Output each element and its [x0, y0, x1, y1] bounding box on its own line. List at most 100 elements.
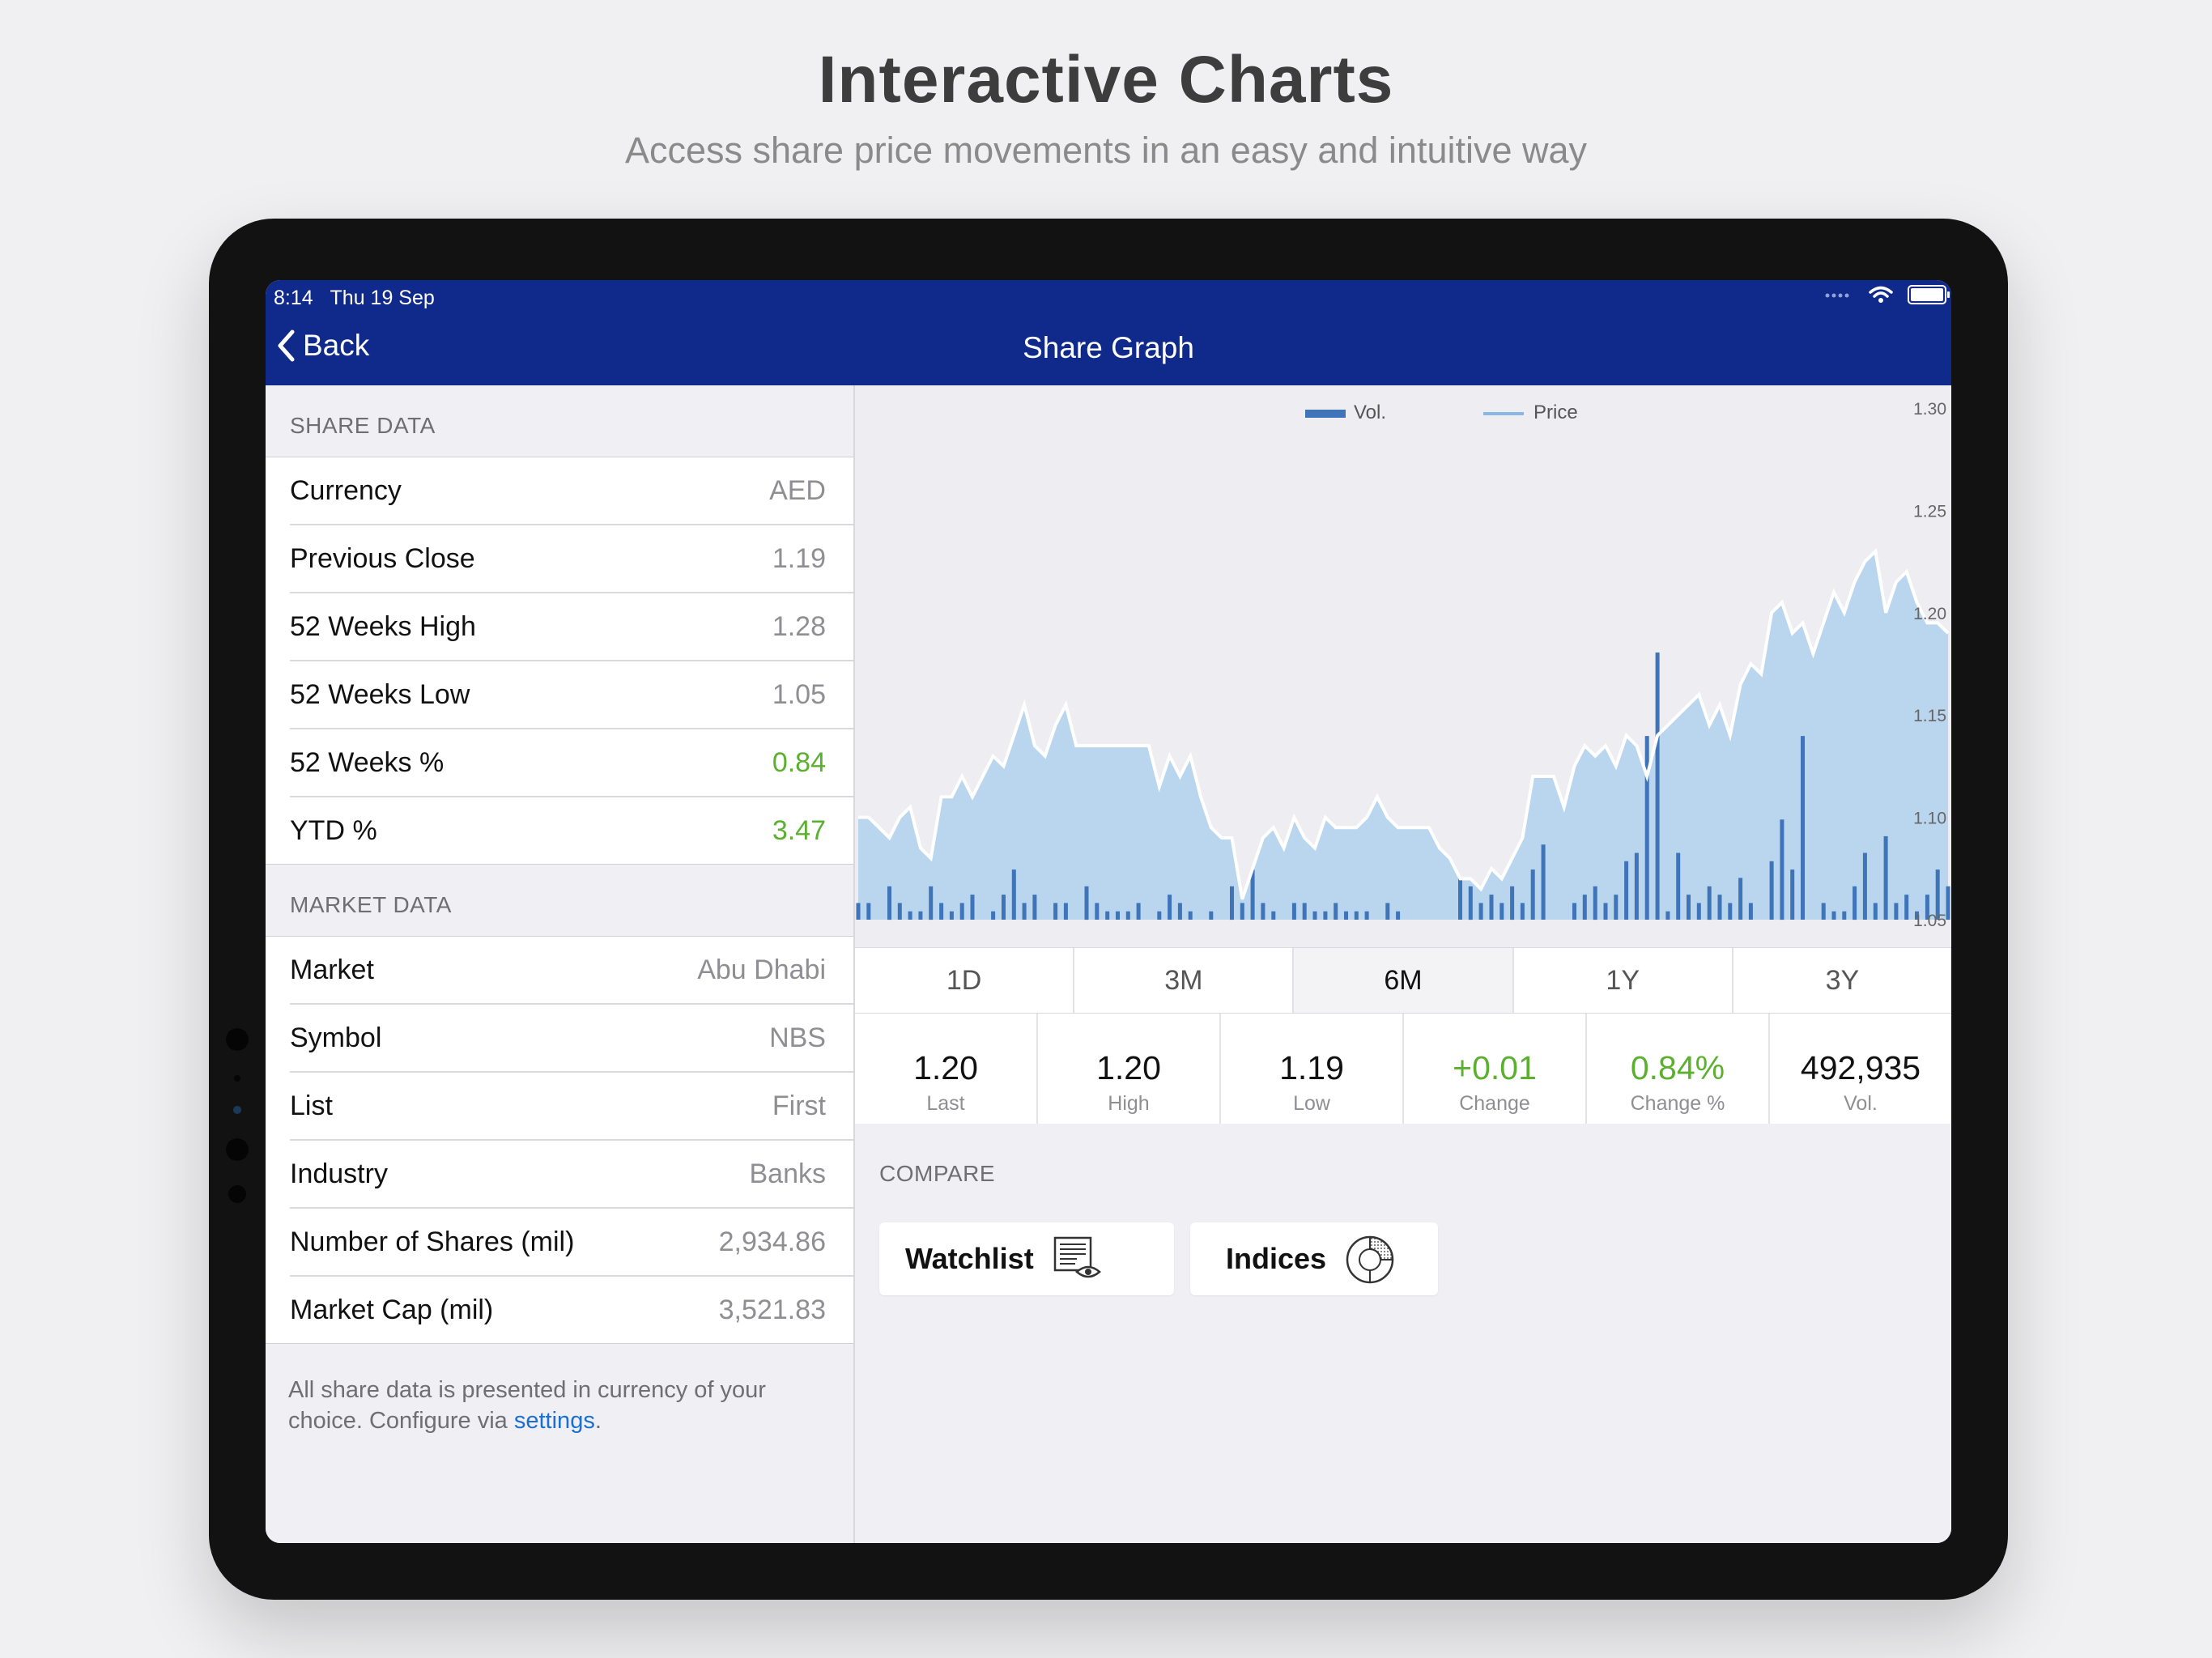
volume-bar: [959, 903, 964, 920]
share-info-panel: SHARE DATA Currency AED Previous Close 1.1…: [266, 385, 855, 1543]
stat-change: +0.01 Change: [1404, 1014, 1587, 1124]
volume-bar: [1925, 895, 1929, 920]
volume-bar: [1582, 895, 1587, 920]
volume-bar: [856, 903, 861, 920]
volume-bar: [1385, 903, 1390, 920]
back-button-label: Back: [303, 329, 370, 362]
period-1y[interactable]: 1Y: [1514, 948, 1733, 1013]
share-data-row-previous-close: Previous Close 1.19: [290, 525, 853, 593]
watchlist-button-label: Watchlist: [905, 1242, 1034, 1275]
stat-low: 1.19 Low: [1221, 1014, 1404, 1124]
volume-bar: [1655, 653, 1660, 920]
volume-bar: [1894, 903, 1899, 920]
watchlist-button[interactable]: Watchlist: [879, 1222, 1174, 1295]
volume-bar: [1125, 911, 1130, 920]
battery-icon: [1908, 285, 1950, 304]
volume-bar: [1634, 852, 1639, 920]
volume-bar: [1780, 819, 1784, 920]
market-data-row-market-cap: Market Cap (mil) 3,521.83: [290, 1294, 826, 1325]
share-data-row-52w-pct: 52 Weeks % 0.84: [290, 729, 853, 797]
volume-bar: [1842, 911, 1847, 920]
volume-bar: [1707, 886, 1712, 920]
cellular-dots-icon: [1825, 293, 1849, 298]
volume-bar: [1738, 878, 1743, 920]
volume-bar: [1396, 911, 1401, 920]
share-data-header: SHARE DATA: [290, 413, 436, 438]
share-price-chart[interactable]: Vol. Price 1.30 1.25 1.20 1.15 1.10 1.05: [855, 385, 1951, 947]
volume-bar: [1520, 903, 1525, 920]
volume-bar: [1530, 869, 1535, 920]
share-data-row-currency: Currency AED: [290, 457, 853, 525]
indices-button-label: Indices: [1226, 1242, 1327, 1275]
y-tick-label: 1.20: [1913, 605, 1946, 623]
period-3m[interactable]: 3M: [1074, 948, 1295, 1013]
volume-bar: [1603, 903, 1608, 920]
market-data-row-symbol: Symbol NBS: [290, 1005, 853, 1073]
volume-bar: [1230, 886, 1234, 920]
volume-bar: [1904, 895, 1909, 920]
volume-bar: [1105, 911, 1110, 920]
y-tick-label: 1.30: [1913, 400, 1946, 419]
hero-title: Interactive Charts: [818, 43, 1394, 117]
chart-svg: Vol. Price 1.30 1.25 1.20 1.15 1.10 1.05: [856, 400, 1950, 930]
wifi-icon: [1869, 286, 1893, 303]
nav-bar: 8:14 Thu 19 Sep Back Share Graph: [266, 280, 1951, 385]
volume-bar: [1644, 736, 1649, 920]
volume-bar: [1271, 911, 1276, 920]
volume-bar: [918, 911, 923, 920]
volume-bar: [1053, 903, 1058, 920]
volume-bar: [949, 911, 954, 920]
volume-bar: [1344, 911, 1348, 920]
stat-last: 1.20 Last: [855, 1014, 1038, 1124]
currency-footnote: All share data is presented in currency …: [288, 1377, 766, 1434]
period-6m[interactable]: 6M: [1294, 948, 1514, 1013]
volume-bar: [1676, 852, 1681, 920]
volume-bar: [1136, 903, 1141, 920]
volume-bar: [1022, 903, 1027, 920]
volume-bar: [1593, 886, 1597, 920]
volume-bar: [1291, 903, 1296, 920]
market-data-row-list: List First: [290, 1073, 853, 1141]
volume-bar: [1748, 903, 1753, 920]
indices-button[interactable]: Indices: [1190, 1222, 1438, 1295]
volume-bar: [1510, 886, 1515, 920]
volume-bar: [1790, 869, 1795, 920]
volume-bar: [1261, 903, 1266, 920]
share-data-list: Currency AED Previous Close 1.19 52 Weeks …: [266, 457, 853, 865]
volume-bar: [1831, 911, 1836, 920]
stat-volume: 492,935 Vol.: [1800, 1049, 1921, 1115]
y-tick-label: 1.10: [1913, 810, 1946, 828]
stat-high: 1.20 High: [1038, 1014, 1221, 1124]
market-data-row-market: Market Abu Dhabi: [290, 937, 853, 1005]
volume-bar: [1728, 903, 1733, 920]
volume-bar: [1302, 903, 1307, 920]
price-line: [858, 547, 1950, 900]
period-selector: 1D 3M 6M 1Y 3Y: [855, 947, 1951, 1014]
volume-bar: [1032, 895, 1037, 920]
legend-vol-swatch: [1305, 410, 1346, 418]
volume-bar: [1696, 903, 1701, 920]
watchlist-eye-icon: [1053, 1236, 1101, 1278]
volume-bar: [1717, 895, 1722, 920]
volume-bar: [1769, 861, 1774, 920]
volume-bar: [1354, 911, 1359, 920]
y-tick-label: 1.15: [1913, 707, 1946, 725]
back-button[interactable]: Back: [277, 329, 369, 363]
volume-bar: [1478, 903, 1483, 920]
volume-bar: [908, 911, 912, 920]
settings-link[interactable]: settings: [513, 1408, 595, 1434]
volume-bar: [1063, 903, 1068, 920]
volume-bar: [1468, 886, 1473, 920]
volume-bar: [1323, 911, 1328, 920]
volume-bar: [1801, 736, 1805, 920]
volume-bar: [1489, 895, 1494, 920]
volume-bar: [1312, 911, 1317, 920]
market-data-row-shares: Number of Shares (mil) 2,934.86: [290, 1209, 853, 1277]
volume-bar: [1095, 903, 1100, 920]
price-stats: 1.20 Last 1.20 High 1.19 Low +0.01 Change 0.…: [855, 1014, 1951, 1124]
period-3y[interactable]: 3Y: [1825, 965, 1860, 996]
volume-bar: [1002, 895, 1006, 920]
volume-bar: [1177, 903, 1182, 920]
period-1d[interactable]: 1D: [855, 948, 1075, 1013]
market-data-list: Market Abu Dhabi Symbol NBS List First Indu…: [266, 936, 853, 1344]
